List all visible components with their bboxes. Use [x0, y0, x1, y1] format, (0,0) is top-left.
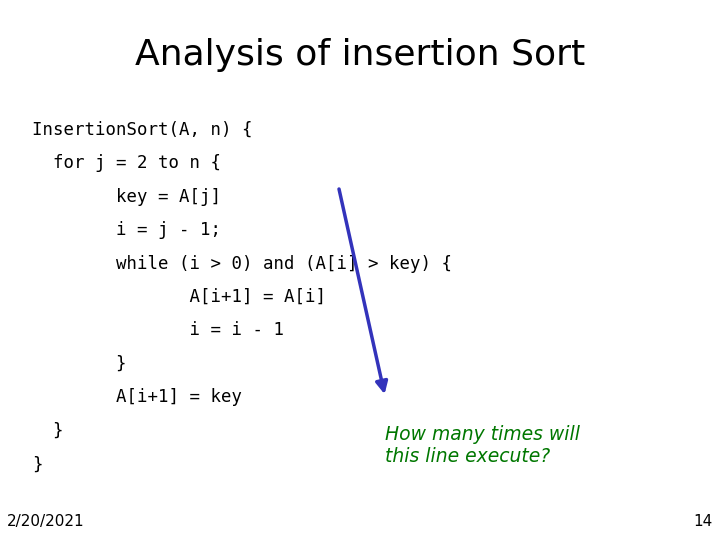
Text: }: }: [32, 455, 43, 474]
Text: while (i > 0) and (A[i] > key) {: while (i > 0) and (A[i] > key) {: [32, 254, 452, 273]
Text: }: }: [32, 355, 127, 373]
Text: for j = 2 to n {: for j = 2 to n {: [32, 154, 222, 172]
Text: key = A[j]: key = A[j]: [32, 187, 222, 206]
Text: i = i - 1: i = i - 1: [32, 321, 284, 340]
Text: 2/20/2021: 2/20/2021: [7, 514, 85, 529]
Text: InsertionSort(A, n) {: InsertionSort(A, n) {: [32, 120, 253, 139]
Text: }: }: [32, 422, 64, 440]
Text: A[i+1] = key: A[i+1] = key: [32, 388, 243, 407]
Text: How many times will
this line execute?: How many times will this line execute?: [385, 425, 580, 466]
Text: 14: 14: [693, 514, 713, 529]
Text: Analysis of insertion Sort: Analysis of insertion Sort: [135, 38, 585, 72]
Text: A[i+1] = A[i]: A[i+1] = A[i]: [32, 288, 326, 306]
Text: i = j - 1;: i = j - 1;: [32, 221, 222, 239]
